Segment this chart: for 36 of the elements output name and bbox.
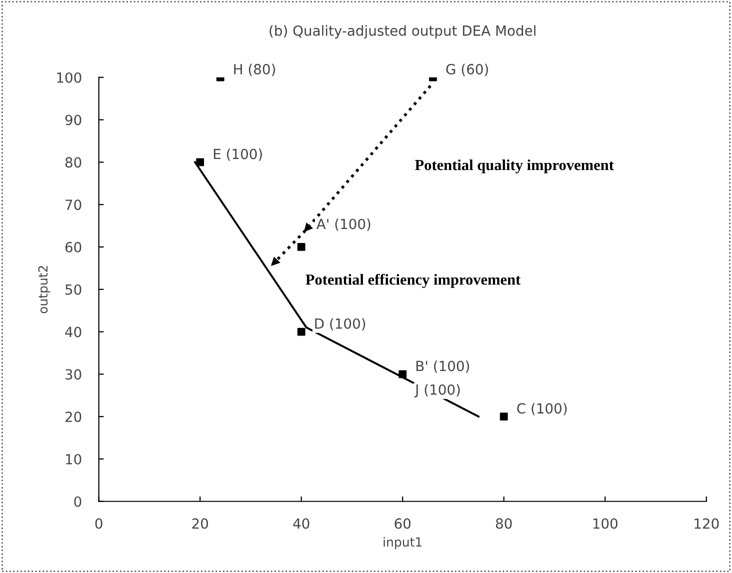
point	[398, 370, 407, 378]
annotation: H (80)	[234, 64, 276, 76]
x-tick-label: 20	[192, 518, 208, 529]
x-tick-label: 80	[496, 518, 512, 529]
point	[500, 412, 508, 421]
y-axis-title: output2	[38, 266, 50, 314]
y-tick-label: 10	[66, 454, 82, 464]
y-tick-label: 90	[65, 114, 82, 126]
y-tick-label: 70	[66, 200, 82, 210]
annotation: Potential quality improvement	[415, 159, 614, 174]
y-tick-label: 80	[65, 157, 82, 168]
x-tick-label: 120	[694, 518, 719, 529]
annotation: J (100)	[414, 384, 460, 398]
y-tick-label: 40	[65, 326, 82, 338]
annotation: Potential efficiency improvement	[306, 274, 521, 288]
y-tick-label: 30	[66, 369, 82, 380]
point	[196, 158, 204, 166]
point	[297, 243, 306, 251]
x-tick-label: 40	[293, 518, 310, 529]
y-tick-label: 100	[57, 72, 82, 83]
annotation: C (100)	[517, 402, 567, 416]
annotation: D (100)	[315, 318, 366, 330]
annotation: E (100)	[214, 148, 262, 161]
y-tick-label: 0	[74, 496, 82, 507]
annotation: G (60)	[446, 64, 488, 76]
annotation: A' (100)	[316, 218, 370, 231]
y-tick-label: 50	[66, 284, 82, 295]
y-tick-label: 60	[65, 242, 82, 252]
point	[297, 328, 306, 336]
annotation: B' (100)	[416, 360, 470, 373]
x-tick-label: 60	[394, 518, 411, 529]
x-axis-title: input1	[384, 537, 422, 550]
x-tick-label: 0	[95, 518, 102, 529]
y-tick-label: 20	[66, 412, 82, 422]
chart-title: (b) Quality-adjusted output DEA Model	[270, 25, 536, 39]
x-tick-label: 100	[593, 518, 618, 529]
